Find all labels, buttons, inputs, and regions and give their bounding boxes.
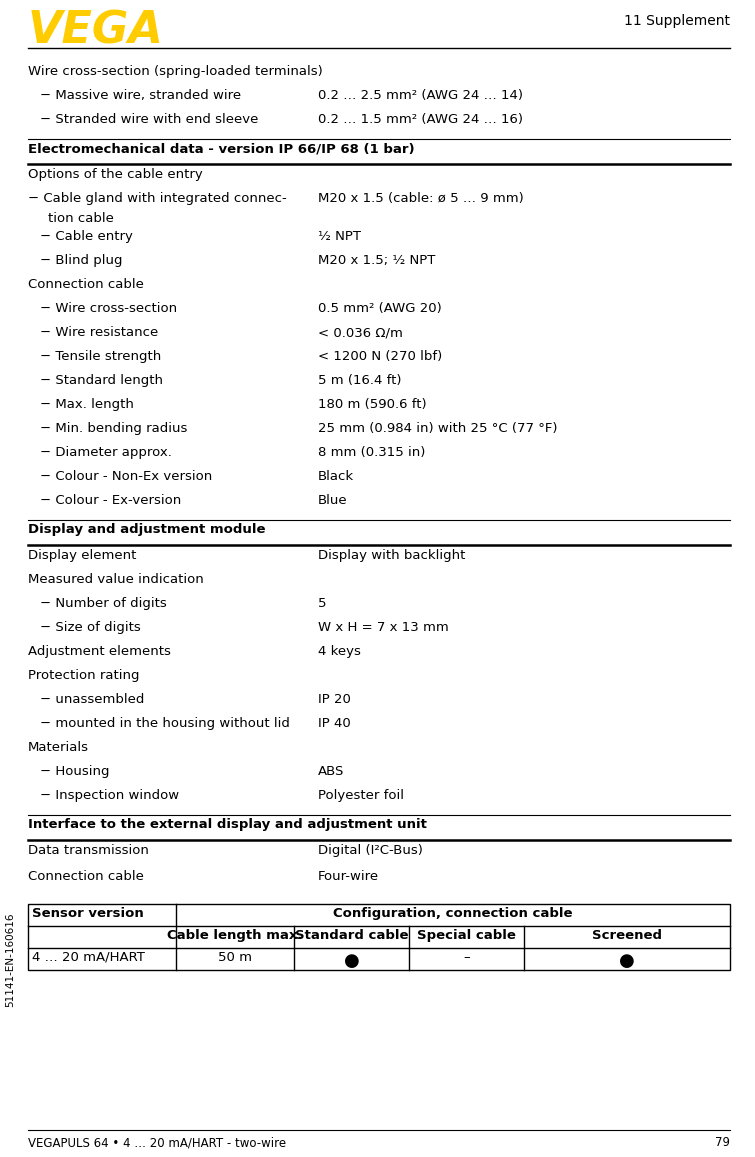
- Text: Black: Black: [318, 470, 354, 482]
- Text: Standard cable: Standard cable: [294, 929, 408, 942]
- Text: 5: 5: [318, 597, 326, 610]
- Text: ●: ●: [344, 952, 359, 970]
- Text: Screened: Screened: [592, 929, 662, 942]
- Text: W x H = 7 x 13 mm: W x H = 7 x 13 mm: [318, 621, 448, 634]
- Text: 0.2 … 2.5 mm² (AWG 24 … 14): 0.2 … 2.5 mm² (AWG 24 … 14): [318, 89, 523, 102]
- Text: Digital (I²C-Bus): Digital (I²C-Bus): [318, 843, 423, 857]
- Text: Measured value indication: Measured value indication: [28, 573, 204, 585]
- Text: 0.5 mm² (AWG 20): 0.5 mm² (AWG 20): [318, 302, 442, 315]
- Text: − Housing: − Housing: [40, 765, 109, 778]
- Text: 11 Supplement: 11 Supplement: [624, 14, 730, 28]
- Text: − Inspection window: − Inspection window: [40, 789, 179, 802]
- Text: − Blind plug: − Blind plug: [40, 255, 122, 267]
- Text: − Colour - Ex-version: − Colour - Ex-version: [40, 494, 181, 507]
- Text: VEGA: VEGA: [28, 10, 164, 53]
- Text: − Wire resistance: − Wire resistance: [40, 326, 159, 339]
- Text: − Cable gland with integrated connec-: − Cable gland with integrated connec-: [28, 192, 287, 205]
- Text: 79: 79: [715, 1136, 730, 1149]
- Text: − Massive wire, stranded wire: − Massive wire, stranded wire: [40, 89, 241, 102]
- Text: 8 mm (0.315 in): 8 mm (0.315 in): [318, 445, 425, 459]
- Text: Wire cross-section (spring-loaded terminals): Wire cross-section (spring-loaded termin…: [28, 65, 322, 78]
- Text: − Size of digits: − Size of digits: [40, 621, 140, 634]
- Text: tion cable: tion cable: [48, 212, 114, 224]
- Text: 50 m: 50 m: [218, 951, 252, 964]
- Text: Materials: Materials: [28, 740, 89, 754]
- Text: − Colour - Non-Ex version: − Colour - Non-Ex version: [40, 470, 212, 482]
- Text: 5 m (16.4 ft): 5 m (16.4 ft): [318, 374, 402, 386]
- Text: − Max. length: − Max. length: [40, 398, 134, 411]
- Text: Polyester foil: Polyester foil: [318, 789, 404, 802]
- Text: Connection cable: Connection cable: [28, 870, 144, 883]
- Text: Connection cable: Connection cable: [28, 278, 144, 292]
- Text: − unassembled: − unassembled: [40, 693, 144, 706]
- Text: − Wire cross-section: − Wire cross-section: [40, 302, 177, 315]
- Text: ABS: ABS: [318, 765, 344, 778]
- Text: < 1200 N (270 lbf): < 1200 N (270 lbf): [318, 351, 442, 363]
- Text: − Diameter approx.: − Diameter approx.: [40, 445, 172, 459]
- Text: 4 … 20 mA/HART: 4 … 20 mA/HART: [32, 951, 145, 964]
- Text: 51141-EN-160616: 51141-EN-160616: [5, 913, 15, 1008]
- Text: − Stranded wire with end sleeve: − Stranded wire with end sleeve: [40, 113, 258, 126]
- Text: Protection rating: Protection rating: [28, 669, 140, 681]
- Text: Four-wire: Four-wire: [318, 870, 379, 883]
- Text: Data transmission: Data transmission: [28, 843, 149, 857]
- Text: 4 keys: 4 keys: [318, 644, 361, 658]
- Text: Cable length max.: Cable length max.: [168, 929, 303, 942]
- Bar: [28, 904, 730, 970]
- Text: M20 x 1.5; ½ NPT: M20 x 1.5; ½ NPT: [318, 255, 436, 267]
- Text: − Number of digits: − Number of digits: [40, 597, 167, 610]
- Text: ½ NPT: ½ NPT: [318, 230, 361, 243]
- Text: IP 40: IP 40: [318, 717, 351, 730]
- Text: M20 x 1.5 (cable: ø 5 … 9 mm): M20 x 1.5 (cable: ø 5 … 9 mm): [318, 192, 524, 205]
- Text: Blue: Blue: [318, 494, 347, 507]
- Text: –: –: [463, 951, 470, 964]
- Text: Display and adjustment module: Display and adjustment module: [28, 523, 266, 536]
- Text: Adjustment elements: Adjustment elements: [28, 644, 171, 658]
- Text: ●: ●: [619, 952, 635, 970]
- Text: Display with backlight: Display with backlight: [318, 550, 465, 562]
- Text: Configuration, connection cable: Configuration, connection cable: [333, 907, 573, 920]
- Text: − Cable entry: − Cable entry: [40, 230, 133, 243]
- Text: Electromechanical data - version IP 66/IP 68 (1 bar): Electromechanical data - version IP 66/I…: [28, 142, 414, 155]
- Text: Options of the cable entry: Options of the cable entry: [28, 168, 203, 180]
- Text: 25 mm (0.984 in) with 25 °C (77 °F): 25 mm (0.984 in) with 25 °C (77 °F): [318, 422, 557, 435]
- Text: IP 20: IP 20: [318, 693, 351, 706]
- Text: Interface to the external display and adjustment unit: Interface to the external display and ad…: [28, 818, 427, 831]
- Text: − Tensile strength: − Tensile strength: [40, 351, 162, 363]
- Text: − Min. bending radius: − Min. bending radius: [40, 422, 187, 435]
- Text: Display element: Display element: [28, 550, 137, 562]
- Text: − mounted in the housing without lid: − mounted in the housing without lid: [40, 717, 290, 730]
- Text: 0.2 … 1.5 mm² (AWG 24 … 16): 0.2 … 1.5 mm² (AWG 24 … 16): [318, 113, 523, 126]
- Text: Sensor version: Sensor version: [32, 907, 143, 920]
- Text: − Standard length: − Standard length: [40, 374, 163, 386]
- Text: < 0.036 Ω/m: < 0.036 Ω/m: [318, 326, 403, 339]
- Text: 180 m (590.6 ft): 180 m (590.6 ft): [318, 398, 427, 411]
- Text: VEGAPULS 64 • 4 … 20 mA/HART - two-wire: VEGAPULS 64 • 4 … 20 mA/HART - two-wire: [28, 1136, 286, 1149]
- Text: Special cable: Special cable: [417, 929, 516, 942]
